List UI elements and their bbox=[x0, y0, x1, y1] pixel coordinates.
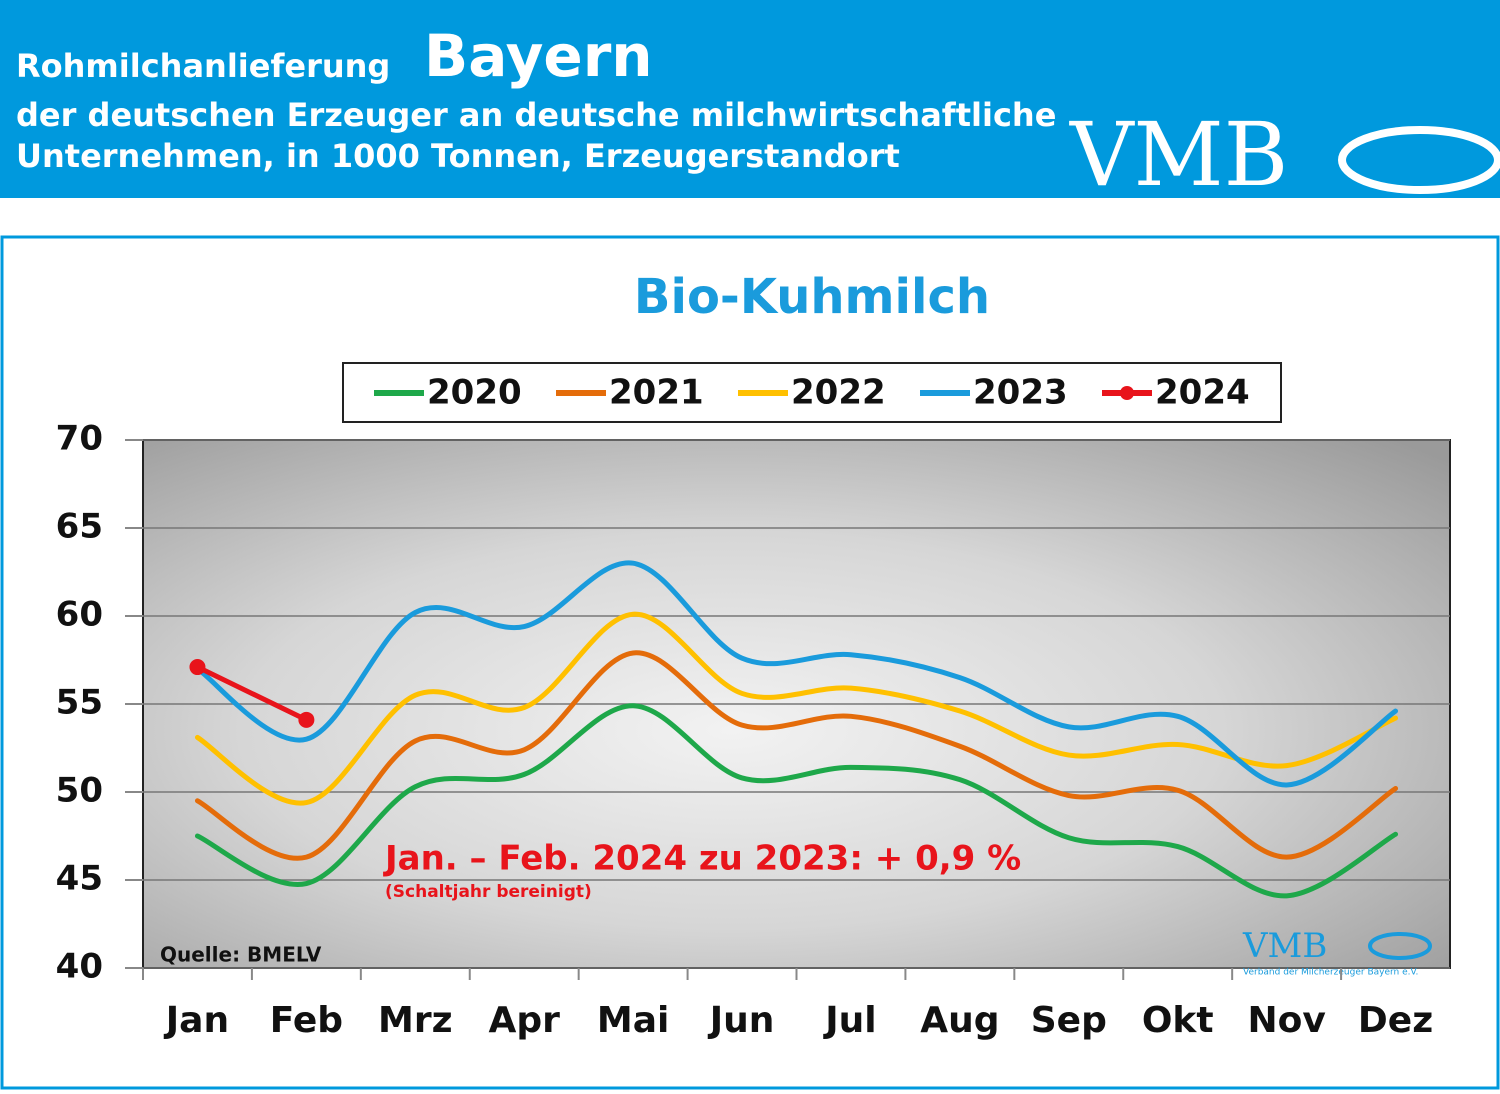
header-line3: Unternehmen, in 1000 Tonnen, Erzeugersta… bbox=[16, 137, 900, 175]
logo: VMB bbox=[1069, 103, 1288, 206]
x-tick-label: Apr bbox=[489, 1000, 561, 1041]
y-tick-label: 50 bbox=[56, 771, 103, 811]
watermark-swoosh bbox=[1368, 932, 1432, 960]
x-tick-label: Mai bbox=[597, 1000, 669, 1041]
header-line2: der deutschen Erzeuger an deutsche milch… bbox=[16, 96, 1056, 134]
series-marker bbox=[189, 659, 206, 676]
header-line1: Rohmilchanlieferung bbox=[16, 47, 390, 85]
legend-label: 2023 bbox=[973, 373, 1068, 413]
watermark-sub: Verband der Milcherzeuger Bayern e.V. bbox=[1243, 968, 1418, 978]
series-line bbox=[194, 664, 309, 723]
x-tick-label: Jun bbox=[707, 1000, 775, 1041]
x-tick-label: Mrz bbox=[378, 1000, 453, 1041]
y-tick-label: 55 bbox=[56, 683, 103, 723]
header-band bbox=[0, 0, 1500, 198]
y-tick-label: 40 bbox=[56, 947, 103, 987]
y-tick-label: 45 bbox=[56, 859, 103, 899]
y-tick-label: 60 bbox=[56, 595, 103, 635]
series-marker bbox=[298, 711, 315, 728]
logo-swoosh bbox=[1338, 126, 1500, 194]
legend-label: 2020 bbox=[427, 373, 522, 413]
series-line bbox=[194, 560, 1399, 788]
watermark: VMB bbox=[1242, 926, 1327, 966]
series-line bbox=[194, 703, 1399, 899]
x-tick-label: Jan bbox=[163, 1000, 229, 1041]
x-tick-label: Jul bbox=[822, 1000, 876, 1041]
x-tick-label: Feb bbox=[270, 1000, 343, 1041]
x-tick-label: Dez bbox=[1358, 1000, 1433, 1041]
series-line bbox=[194, 650, 1399, 861]
series-line bbox=[194, 611, 1399, 806]
source: Quelle: BMELV bbox=[160, 943, 322, 967]
annotation: Jan. – Feb. 2024 zu 2023: + 0,9 % bbox=[383, 839, 1021, 879]
legend-label: 2022 bbox=[791, 373, 886, 413]
legend-marker bbox=[1120, 386, 1134, 400]
x-tick-label: Okt bbox=[1142, 1000, 1214, 1041]
legend-label: 2024 bbox=[1155, 373, 1250, 413]
chart-title: Bio-Kuhmilch bbox=[634, 269, 990, 325]
x-tick-label: Aug bbox=[920, 1000, 999, 1041]
annotation-note: (Schaltjahr bereinigt) bbox=[385, 882, 592, 902]
x-tick-label: Sep bbox=[1031, 1000, 1107, 1041]
y-tick-label: 70 bbox=[56, 419, 103, 459]
header-highlight: Bayern bbox=[424, 22, 653, 90]
x-tick-label: Nov bbox=[1247, 1000, 1325, 1041]
y-tick-label: 65 bbox=[56, 507, 103, 547]
legend-label: 2021 bbox=[609, 373, 704, 413]
